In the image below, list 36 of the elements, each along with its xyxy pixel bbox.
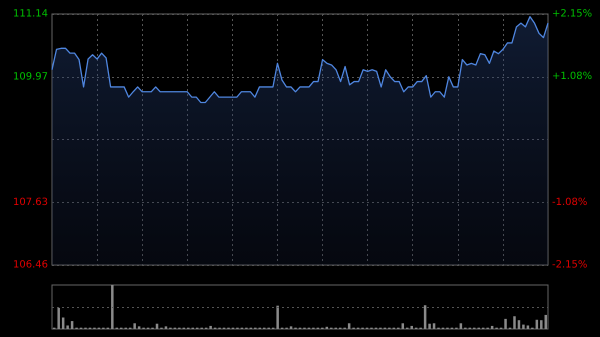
bar xyxy=(522,324,525,329)
y-tick-label: 107.63 xyxy=(13,196,48,208)
bar xyxy=(432,323,436,329)
bar xyxy=(526,325,530,329)
bar xyxy=(540,320,543,329)
bar xyxy=(504,318,507,329)
y2-tick-label: +2.15% xyxy=(552,8,592,20)
bar xyxy=(111,285,114,329)
bar xyxy=(138,326,140,329)
bar xyxy=(70,321,74,329)
bar xyxy=(490,326,494,329)
y2-tick-label: +1.08% xyxy=(552,70,592,82)
bar xyxy=(348,323,350,329)
bar xyxy=(544,314,548,329)
bar xyxy=(536,320,538,329)
bar xyxy=(276,306,279,329)
y-tick-label: 106.46 xyxy=(13,260,48,270)
bar xyxy=(460,323,462,329)
bar xyxy=(290,326,292,329)
bar xyxy=(424,305,426,329)
bar xyxy=(513,316,516,329)
bar xyxy=(133,323,136,329)
bar xyxy=(62,318,64,329)
bar xyxy=(57,308,60,329)
bar xyxy=(209,326,212,329)
bar xyxy=(428,324,431,329)
y2-tick-label: -2.15% xyxy=(552,260,588,270)
bar xyxy=(410,326,413,329)
bar xyxy=(518,320,520,329)
y2-tick-label: -1.08% xyxy=(552,197,588,208)
bar xyxy=(402,323,404,329)
y-tick-label: 109.97 xyxy=(13,71,48,82)
bar xyxy=(66,325,69,329)
bar xyxy=(164,326,168,329)
bar xyxy=(156,324,158,329)
y-tick-label: 111.14 xyxy=(13,8,48,20)
